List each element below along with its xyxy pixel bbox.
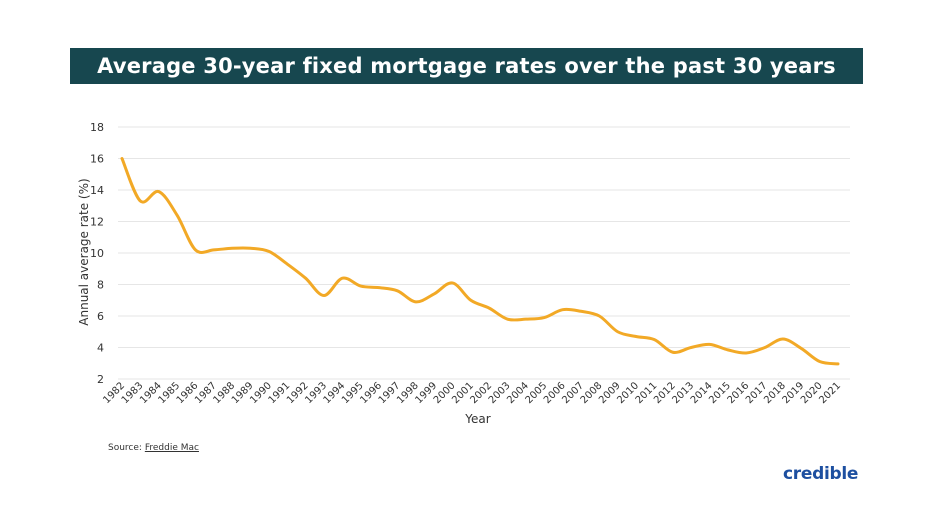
data-point [451,281,454,284]
credible-logo: credible [783,464,859,484]
data-point [396,289,399,292]
data-point [286,263,289,266]
data-point [690,346,693,349]
y-tick-label: 16 [90,153,104,166]
data-point [543,316,546,319]
data-point [763,346,766,349]
data-point [708,343,711,346]
data-point [231,247,234,250]
data-point [653,338,656,341]
y-tick-label: 10 [90,247,104,260]
data-point [304,277,307,280]
source-link[interactable]: Freddie Mac [144,443,199,453]
data-point [506,318,509,321]
data-point [818,360,821,363]
y-tick-label: 8 [97,279,104,292]
data-point [378,286,381,289]
data-point [488,307,491,310]
y-tick-label: 14 [90,184,104,197]
data-point [267,250,270,253]
data-point [726,348,729,351]
y-tick-label: 6 [97,310,104,323]
data-point [322,294,325,297]
data-point [249,247,252,250]
source-label: Source: [108,443,142,453]
data-point [433,292,436,295]
data-point [837,362,840,365]
data-point [579,310,582,313]
data-point [598,315,601,318]
chart-title: Average 30-year fixed mortgage rates ove… [97,54,836,78]
y-tick-label: 18 [90,121,104,134]
data-point [800,347,803,350]
data-point [139,200,142,203]
data-point [635,335,638,338]
data-point [414,300,417,303]
data-point [469,299,472,302]
data-point [157,190,160,193]
data-point [176,214,179,217]
data-point [524,318,527,321]
source-note: Source: Freddie Mac [108,443,199,453]
data-point [745,352,748,355]
data-point [341,277,344,280]
data-point [194,248,197,251]
x-tick-label: 2021 [817,380,843,406]
y-axis-label: Annual average rate (%) [77,178,91,325]
data-point [671,351,674,354]
data-point [212,248,215,251]
data-point [616,330,619,333]
y-tick-label: 4 [97,342,104,355]
data-point [121,157,124,160]
y-tick-label: 12 [90,216,104,229]
data-point [359,285,362,288]
rate-series-line [120,157,840,366]
x-axis-label: Year [464,412,490,426]
y-tick-label: 2 [97,373,104,386]
data-point [561,308,564,311]
data-point [781,337,784,340]
chart-title-banner: Average 30-year fixed mortgage rates ove… [70,48,863,84]
